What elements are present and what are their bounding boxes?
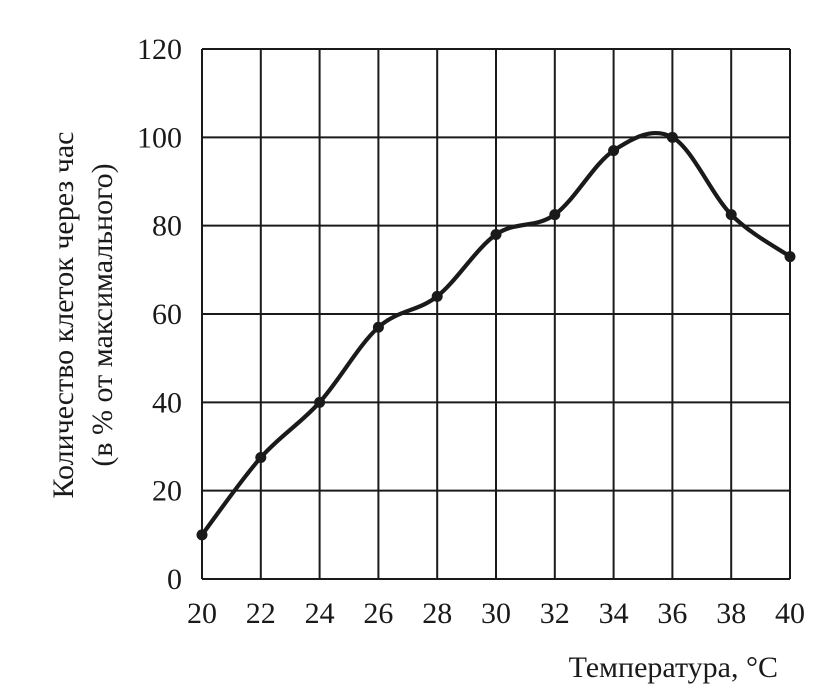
y-tick-label: 100 — [137, 121, 182, 154]
y-axis-ticks: 0 20 40 60 80 100 120 — [137, 33, 182, 596]
x-tick-label: 34 — [599, 597, 629, 630]
y-tick-label: 20 — [152, 475, 182, 508]
x-tick-label: 22 — [246, 597, 276, 630]
x-tick-label: 38 — [716, 597, 746, 630]
y-tick-label: 60 — [152, 298, 182, 331]
x-tick-label: 20 — [187, 597, 217, 630]
y-tick-label: 40 — [152, 386, 182, 419]
data-point — [372, 321, 384, 333]
y-axis-label-line-1: Количество клеток через час — [47, 132, 80, 499]
data-point — [608, 145, 620, 157]
x-tick-label: 24 — [305, 597, 335, 630]
x-tick-label: 30 — [481, 597, 511, 630]
y-axis-label-line-2: (в % от максимального) — [86, 163, 119, 466]
x-tick-label: 40 — [775, 597, 805, 630]
data-point — [784, 251, 796, 263]
series-layer — [196, 131, 796, 541]
y-tick-label: 120 — [137, 33, 182, 66]
x-axis-ticks: 20 22 24 26 28 30 32 34 36 38 40 — [187, 597, 805, 630]
data-point — [255, 452, 267, 464]
x-axis-label: Температура, °C — [569, 651, 778, 684]
y-tick-label: 80 — [152, 210, 182, 243]
data-point — [549, 209, 561, 221]
data-point — [725, 209, 737, 221]
data-point — [490, 229, 502, 240]
x-tick-label: 28 — [422, 597, 452, 630]
x-tick-label: 32 — [540, 597, 570, 630]
data-point — [431, 290, 443, 302]
y-tick-label: 0 — [167, 563, 182, 596]
x-tick-label: 26 — [363, 597, 393, 630]
chart-grid — [201, 48, 791, 580]
data-point — [196, 529, 208, 541]
data-point — [666, 131, 678, 143]
x-tick-label: 36 — [657, 597, 687, 630]
data-point — [314, 396, 326, 408]
